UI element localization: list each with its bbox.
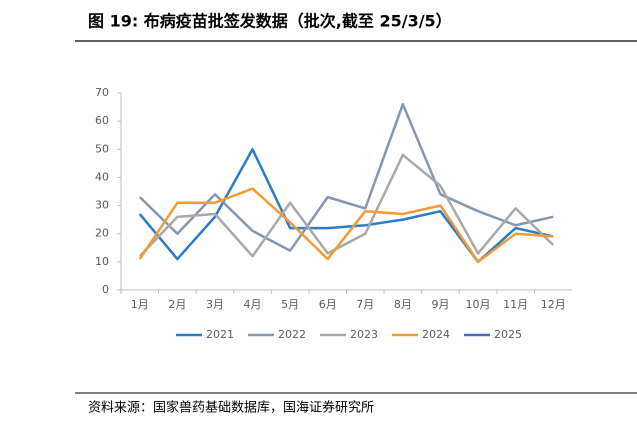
x-tick-label: 11月 [503, 298, 528, 311]
y-tick-label: 40 [95, 170, 109, 183]
x-tick-label: 4月 [244, 298, 262, 311]
x-tick-label: 12月 [541, 298, 566, 311]
y-tick-label: 10 [95, 255, 109, 268]
legend-label: 2021 [206, 328, 234, 341]
series-line [138, 153, 555, 258]
y-tick-label: 0 [102, 283, 109, 296]
figure-title: 图 19: 布病疫苗批签发数据（批次,截至 25/3/5） [88, 12, 452, 31]
legend-label: 2022 [278, 328, 306, 341]
y-tick-label: 70 [95, 86, 109, 99]
y-tick-label: 50 [95, 142, 109, 155]
y-tick-label: 30 [95, 199, 109, 212]
x-tick-label: 10月 [466, 298, 491, 311]
y-tick-label: 60 [95, 114, 109, 127]
x-tick-label: 7月 [356, 298, 374, 311]
x-tick-label: 5月 [281, 298, 299, 311]
x-tick-label: 2月 [168, 298, 186, 311]
y-tick-label: 20 [95, 227, 109, 240]
x-tick-label: 8月 [394, 298, 412, 311]
legend-label: 2025 [494, 328, 522, 341]
x-tick-label: 3月 [206, 298, 224, 311]
legend-label: 2024 [422, 328, 450, 341]
legend-label: 2023 [350, 328, 378, 341]
series-line [138, 187, 554, 264]
source-note: 资料来源：国家兽药基础数据库，国海证券研究所 [88, 400, 374, 416]
x-tick-label: 1月 [131, 298, 149, 311]
series-line [138, 103, 554, 252]
x-tick-label: 9月 [431, 298, 449, 311]
x-tick-label: 6月 [319, 298, 337, 311]
